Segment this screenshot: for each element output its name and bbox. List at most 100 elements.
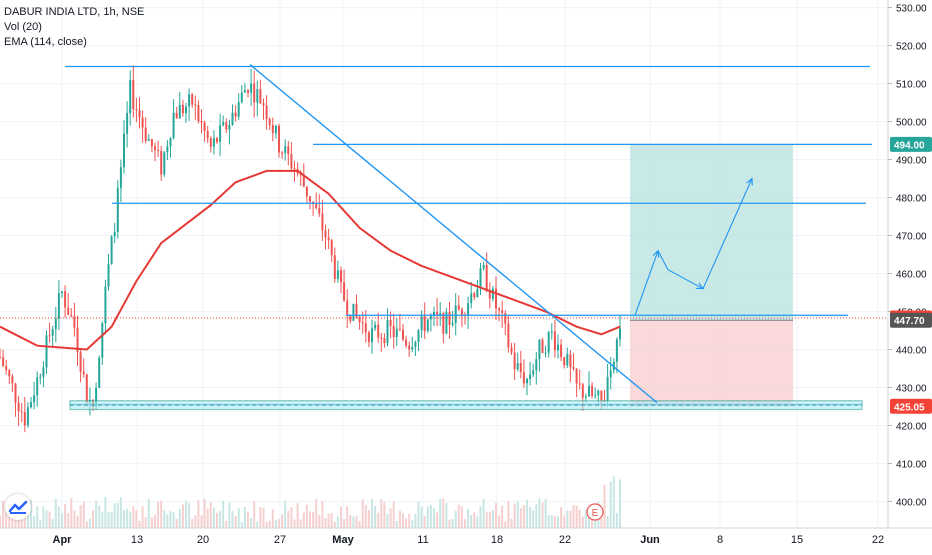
candle-body xyxy=(538,339,541,360)
volume-bar xyxy=(448,519,451,528)
candle-body xyxy=(271,125,274,134)
candle-body xyxy=(504,313,507,324)
volume-bar xyxy=(513,503,516,528)
position-zones[interactable] xyxy=(630,144,793,407)
candle-body xyxy=(488,291,491,299)
volume-bar xyxy=(433,508,435,528)
candle-body xyxy=(575,368,578,384)
volume-bar xyxy=(563,515,566,528)
volume-bar xyxy=(584,509,587,528)
volume-bar xyxy=(361,499,364,528)
candle-body xyxy=(495,288,497,309)
volume-bar xyxy=(237,507,240,528)
candle-body xyxy=(85,374,88,403)
candle-body xyxy=(383,338,386,344)
volume-bar xyxy=(119,497,122,528)
candle-body xyxy=(256,89,259,103)
price-tick-label: 430.00 xyxy=(896,383,927,394)
volume-bar xyxy=(271,509,274,528)
candle-body xyxy=(321,213,324,231)
volume-bar xyxy=(476,516,479,528)
candle-body xyxy=(516,363,519,370)
candle-body xyxy=(451,323,454,325)
candle-body xyxy=(380,337,383,339)
candle-body xyxy=(445,311,448,334)
volume-bar xyxy=(191,518,194,528)
price-label-text: 494.00 xyxy=(894,140,925,151)
volume-bar xyxy=(20,515,23,528)
volume-bar xyxy=(398,510,401,528)
candle-body xyxy=(302,174,305,187)
volume-bar xyxy=(405,518,408,528)
volume-bar xyxy=(330,512,333,528)
candle-body xyxy=(436,311,439,316)
volume-bar xyxy=(262,507,265,528)
volume-bar xyxy=(609,481,612,528)
volume-bar xyxy=(141,506,144,528)
volume-bar xyxy=(569,510,572,528)
volume-indicator-label[interactable]: Vol (20) xyxy=(4,21,42,33)
volume-bar xyxy=(178,509,181,528)
ema-indicator-label[interactable]: EMA (114, close) xyxy=(4,36,87,48)
candle-body xyxy=(181,104,184,114)
volume-bar xyxy=(203,498,206,528)
candle-body xyxy=(519,363,522,373)
tradingview-logo-icon[interactable] xyxy=(5,494,31,520)
volume-bar xyxy=(240,521,243,528)
candle-body xyxy=(11,376,14,384)
candle-body xyxy=(234,112,237,117)
candle-body xyxy=(315,203,318,209)
candle-body xyxy=(123,133,125,168)
candle-body xyxy=(389,320,392,326)
candle-body xyxy=(104,286,107,324)
candle-body xyxy=(476,288,479,298)
price-label-box xyxy=(890,398,932,414)
candle-body xyxy=(526,379,528,384)
candle-body xyxy=(138,110,141,118)
candle-body xyxy=(17,402,20,412)
candle-body xyxy=(188,94,191,107)
volume-bar xyxy=(129,511,132,528)
volume-bar xyxy=(544,499,547,528)
volume-bar xyxy=(228,502,231,528)
candle-body xyxy=(262,103,265,106)
candle-body xyxy=(36,377,39,396)
volume-bar xyxy=(61,513,63,528)
volume-bar xyxy=(132,506,135,528)
candle-body xyxy=(0,357,1,359)
candle-body xyxy=(166,146,169,153)
volume-bar xyxy=(349,514,352,528)
volume-bar xyxy=(535,504,538,528)
volume-bar xyxy=(495,502,497,528)
price-label-text: 425.05 xyxy=(894,402,925,413)
candle-body xyxy=(470,293,473,304)
volume-bar xyxy=(371,498,373,528)
volume-bar xyxy=(529,507,532,528)
candle-body xyxy=(426,319,429,331)
volume-bar xyxy=(519,508,522,528)
candle-body xyxy=(293,168,296,170)
volume-bar xyxy=(392,501,395,528)
candle-body xyxy=(309,196,311,202)
volume-bar xyxy=(278,519,280,528)
candle-body xyxy=(501,310,504,314)
candle-body xyxy=(5,365,8,371)
candle-body xyxy=(433,311,435,317)
volume-bar xyxy=(209,502,212,528)
candle-body xyxy=(392,325,395,338)
volume-bar xyxy=(321,501,324,528)
volume-bar xyxy=(36,506,39,528)
candle-body xyxy=(243,90,246,93)
drawings-layer[interactable]: E xyxy=(0,64,888,521)
candle-body xyxy=(185,106,187,114)
volume-bar xyxy=(482,498,485,528)
volume-bar xyxy=(445,503,448,528)
volume-bar xyxy=(104,497,107,528)
symbol-title[interactable]: DABUR INDIA LTD, 1h, NSE xyxy=(4,6,145,18)
candle-body xyxy=(132,79,135,110)
volume-bar xyxy=(547,515,550,528)
volume-bar xyxy=(212,507,215,528)
